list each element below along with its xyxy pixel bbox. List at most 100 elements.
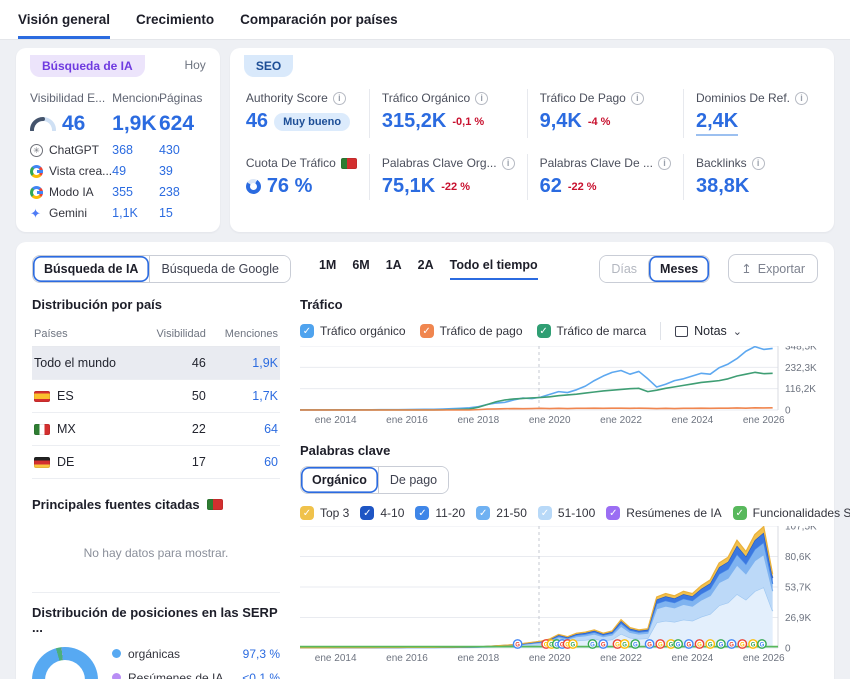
legend-ai-overviews-kw[interactable]: ✓ Resúmenes de IA: [606, 506, 722, 520]
svg-text:G: G: [658, 642, 663, 648]
svg-text:G: G: [515, 642, 520, 648]
svg-text:ene 2022: ene 2022: [600, 653, 642, 664]
ref-domains-link[interactable]: 2,4K: [695, 110, 739, 136]
legend-top3[interactable]: ✓ Top 3: [300, 506, 349, 520]
ai-row-aio-pages[interactable]: 39: [158, 164, 173, 178]
svg-text:G: G: [549, 642, 554, 648]
ai-row-chatgpt-mentions[interactable]: 368: [112, 143, 133, 157]
col-mentions[interactable]: Menciones: [207, 322, 280, 347]
range-2y[interactable]: 2A: [417, 257, 434, 272]
info-icon[interactable]: i: [332, 91, 346, 105]
ai-row-aimode-pages[interactable]: 238: [158, 185, 180, 199]
metric-organic-keywords: Palabras Clave Org... i 75,1K -22 %: [368, 154, 527, 200]
ai-row-chatgpt-pages[interactable]: 430: [158, 143, 180, 157]
legend-serp-features[interactable]: ✓Funcionalidades SERP: [732, 506, 850, 520]
checkbox-checked-icon[interactable]: ✓: [419, 324, 434, 338]
granularity-days[interactable]: Días: [600, 255, 649, 282]
keywords-type-toggle: Orgánico De pago: [300, 466, 450, 494]
info-icon[interactable]: i: [795, 91, 808, 105]
seo-card-title: SEO: [243, 55, 294, 77]
checkbox-checked-icon[interactable]: ✓: [415, 506, 430, 520]
legend-paid-traffic[interactable]: ✓ Tráfico de pago: [419, 324, 523, 338]
ai-row-aio-mentions[interactable]: 49: [112, 164, 127, 178]
export-button[interactable]: ↥ Exportar: [728, 254, 818, 283]
checkbox-checked-icon[interactable]: ✓: [360, 506, 375, 520]
svg-text:G: G: [708, 642, 713, 648]
ai-row-aimode-mentions[interactable]: 355: [112, 185, 133, 199]
metric-ref-domains: Dominios De Ref. i 2,4K: [682, 89, 820, 138]
checkbox-checked-icon[interactable]: ✓: [536, 324, 551, 338]
checkbox-checked-icon[interactable]: ✓: [537, 506, 552, 520]
col-countries[interactable]: Países: [32, 322, 141, 347]
toggle-google-search[interactable]: Búsqueda de Google: [149, 255, 290, 282]
info-icon[interactable]: i: [751, 156, 765, 170]
paid-traffic-value[interactable]: 9,4K: [539, 110, 582, 132]
ai-row-gemini-pages[interactable]: 15: [158, 206, 173, 220]
range-all-time[interactable]: Todo el tiempo: [449, 258, 538, 280]
flag-es-icon: [34, 390, 50, 402]
ai-total-mentions: 1,9K: [112, 112, 157, 135]
checkbox-checked-icon[interactable]: ✓: [476, 506, 491, 520]
traffic-chart[interactable]: 348,5K 232,3K 116,2K 0 ene 2014 ene 2016 ene 2…: [300, 342, 818, 431]
notes-dropdown[interactable]: Notas ⌄: [675, 324, 742, 338]
info-icon[interactable]: i: [475, 91, 489, 105]
table-row-mx[interactable]: MX 22 64: [32, 412, 280, 446]
info-icon[interactable]: i: [657, 156, 671, 170]
svg-text:116,2K: 116,2K: [785, 384, 816, 395]
legend-brand-traffic[interactable]: ✓ Tráfico de marca: [536, 324, 646, 338]
svg-text:G: G: [601, 642, 606, 648]
checkbox-checked-icon[interactable]: ✓: [300, 324, 314, 338]
range-1y[interactable]: 1A: [385, 257, 402, 272]
svg-text:ene 2020: ene 2020: [529, 415, 571, 426]
right-column: Tráfico ✓ Tráfico orgánico ✓ Tráfico de …: [300, 297, 850, 679]
checkbox-checked-icon[interactable]: ✓: [732, 506, 747, 520]
metric-backlinks: Backlinks i 38,8K: [682, 154, 820, 200]
table-row-de[interactable]: DE 17 60: [32, 445, 280, 479]
paid-keywords-value[interactable]: 62: [539, 175, 562, 197]
range-1m[interactable]: 1M: [318, 257, 337, 272]
toggle-organic[interactable]: Orgánico: [301, 467, 378, 493]
google-icon: [30, 185, 43, 199]
ai-row-gemini[interactable]: ✦ Gemini: [30, 205, 88, 221]
info-icon[interactable]: i: [630, 91, 644, 105]
google-icon: [30, 164, 43, 178]
range-6m[interactable]: 6M: [352, 257, 370, 272]
table-row-es[interactable]: ES 50 1,7K: [32, 379, 280, 413]
table-row-worldwide[interactable]: Todo el mundo 46 1,9K: [32, 346, 280, 380]
legend-4-10[interactable]: ✓ 4-10: [360, 506, 404, 520]
keywords-chart[interactable]: 107,5K 80,6K 53,7K 26,9K 0 ene 2014 ene 2016 en…: [300, 522, 818, 669]
granularity-months[interactable]: Meses: [648, 255, 710, 282]
checkbox-checked-icon[interactable]: ✓: [300, 506, 314, 520]
col-visibility[interactable]: Visibilidad: [140, 322, 208, 347]
legend-dot: [112, 649, 121, 658]
organic-keywords-value[interactable]: 75,1K: [381, 175, 436, 197]
ai-row-chatgpt[interactable]: ✳ ChatGPT: [30, 143, 112, 157]
info-icon[interactable]: i: [501, 156, 515, 170]
toggle-paid[interactable]: De pago: [377, 467, 449, 493]
change-badge: -22 %: [441, 180, 470, 193]
empty-state-text: No hay datos para mostrar.: [83, 546, 229, 560]
toggle-ai-search[interactable]: Búsqueda de IA: [33, 255, 150, 282]
legend-organic-traffic[interactable]: ✓ Tráfico orgánico: [300, 324, 406, 338]
legend-21-50[interactable]: ✓ 21-50: [476, 506, 527, 520]
backlinks-value[interactable]: 38,8K: [695, 175, 750, 197]
svg-text:80,6K: 80,6K: [785, 552, 811, 563]
legend-51-100[interactable]: ✓ 51-100: [537, 506, 595, 520]
svg-text:ene 2018: ene 2018: [457, 415, 499, 426]
tab-growth[interactable]: Crecimiento: [136, 11, 215, 27]
legend-dot: [112, 673, 121, 679]
svg-text:107,5K: 107,5K: [785, 526, 817, 533]
tab-overview[interactable]: Visión general: [18, 0, 111, 39]
organic-traffic-value[interactable]: 315,2K: [381, 110, 447, 132]
ai-card-title: Búsqueda de IA: [30, 55, 145, 77]
ai-row-aio[interactable]: Vista crea...: [30, 164, 112, 178]
legend-11-20[interactable]: ✓ 11-20: [415, 506, 465, 520]
checkbox-checked-icon[interactable]: ✓: [606, 506, 621, 520]
ai-row-aimode[interactable]: Modo IA: [30, 185, 112, 199]
keywords-title: Palabras clave: [300, 443, 391, 458]
ai-row-gemini-mentions[interactable]: 1,1K: [112, 206, 138, 220]
granularity-toggle: Días Meses: [599, 254, 711, 283]
tab-country-comparison[interactable]: Comparación por países: [240, 11, 398, 27]
svg-text:ene 2026: ene 2026: [743, 415, 785, 426]
svg-text:ene 2018: ene 2018: [457, 653, 499, 664]
